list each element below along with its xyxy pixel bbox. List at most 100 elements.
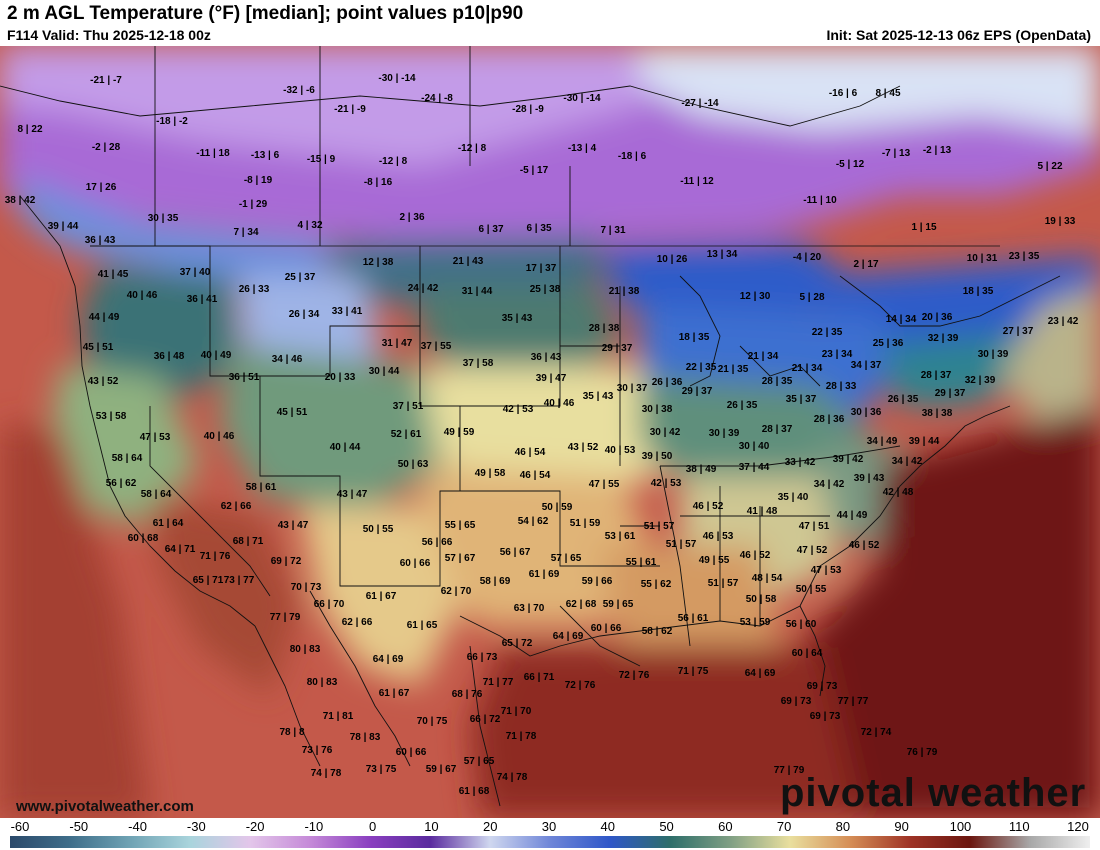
- point-value: 6 | 37: [478, 224, 503, 235]
- point-value: 51 | 59: [570, 518, 601, 529]
- point-value: 5 | 28: [799, 292, 824, 303]
- point-value: 8 | 45: [875, 88, 900, 99]
- point-value: 38 | 42: [5, 195, 36, 206]
- point-value: -30 | -14: [378, 73, 416, 84]
- point-value: 26 | 36: [652, 377, 683, 388]
- point-value: 26 | 35: [727, 400, 758, 411]
- point-value: 30 | 35: [148, 213, 179, 224]
- point-value: 30 | 40: [739, 441, 770, 452]
- point-value: 43 | 47: [278, 520, 309, 531]
- point-value: 78 | 83: [350, 732, 381, 743]
- point-value: 43 | 52: [568, 442, 599, 453]
- point-value: 26 | 34: [289, 309, 320, 320]
- point-value: 2 | 36: [399, 212, 424, 223]
- point-value: 43 | 47: [337, 489, 368, 500]
- point-value: 73 | 76: [302, 745, 333, 756]
- point-value: -8 | 16: [364, 177, 393, 188]
- point-value: 5 | 22: [1037, 161, 1062, 172]
- point-value: 42 | 53: [503, 404, 534, 415]
- point-value: 24 | 42: [408, 283, 439, 294]
- point-value: 43 | 52: [88, 376, 119, 387]
- point-value: 59 | 67: [426, 764, 457, 775]
- point-value: 40 | 46: [204, 431, 235, 442]
- point-value: 12 | 30: [740, 291, 771, 302]
- point-value: 40 | 49: [201, 350, 232, 361]
- point-value: 30 | 37: [617, 383, 648, 394]
- point-value: 37 | 55: [421, 341, 452, 352]
- point-value: 22 | 35: [686, 362, 717, 373]
- point-value: 78 | 8: [279, 727, 304, 738]
- point-value: 70 | 75: [417, 716, 448, 727]
- point-value: 45 | 51: [277, 407, 308, 418]
- point-value: 77 | 77: [838, 696, 869, 707]
- point-value: -4 | 20: [793, 252, 822, 263]
- point-value: 21 | 34: [792, 363, 823, 374]
- point-value: 40 | 46: [127, 290, 158, 301]
- point-value: 51 | 57: [666, 539, 697, 550]
- point-value: -21 | -9: [334, 104, 366, 115]
- point-value: -12 | 8: [458, 143, 487, 154]
- point-value: 58 | 64: [141, 489, 172, 500]
- point-value: 23 | 34: [822, 349, 853, 360]
- point-value: -11 | 18: [196, 148, 230, 159]
- point-value: 38 | 38: [922, 408, 953, 419]
- point-value: 50 | 55: [363, 524, 394, 535]
- point-value: 28 | 37: [921, 370, 952, 381]
- point-value: 26 | 33: [239, 284, 270, 295]
- point-value: 19 | 33: [1045, 216, 1076, 227]
- point-value: 39 | 44: [909, 436, 940, 447]
- point-value: 57 | 65: [464, 756, 495, 767]
- point-value: 41 | 45: [98, 269, 129, 280]
- point-value: -5 | 17: [520, 165, 549, 176]
- point-value: 39 | 44: [48, 221, 79, 232]
- point-value: 64 | 69: [373, 654, 404, 665]
- point-value: 55 | 62: [641, 579, 672, 590]
- map-canvas: -21 | -7 -32 | -6 -30 | -14 -24 | -8 -30 | -…: [0, 46, 1100, 818]
- point-value: 7 | 31: [600, 225, 625, 236]
- point-value: 34 | 42: [814, 479, 845, 490]
- legend-tick: 80: [835, 819, 851, 834]
- point-value: 50 | 58: [746, 594, 777, 605]
- point-value: 32 | 39: [965, 375, 996, 386]
- point-value: 66 | 70: [314, 599, 345, 610]
- point-value: 17 | 37: [526, 263, 557, 274]
- point-value: 40 | 53: [605, 445, 636, 456]
- point-value: -11 | 12: [680, 176, 714, 187]
- pivotal-weather-logo: pivotal weather: [780, 771, 1087, 815]
- map-title: 2 m AGL Temperature (°F) [median]; point…: [7, 3, 524, 24]
- coastlines-borders: [0, 46, 1061, 807]
- point-value: 63 | 70: [514, 603, 545, 614]
- point-value: 58 | 69: [480, 576, 511, 587]
- point-value: 56 | 67: [500, 547, 531, 558]
- temperature-shading: [0, 46, 1100, 818]
- point-value: 56 | 60: [786, 619, 817, 630]
- point-value: 46 | 53: [703, 531, 734, 542]
- site-url[interactable]: www.pivotalweather.com: [16, 798, 194, 815]
- point-value: 60 | 66: [396, 747, 427, 758]
- point-value: 55 | 65: [445, 520, 476, 531]
- point-value: 68 | 71: [233, 536, 264, 547]
- point-value: 64 | 69: [745, 668, 776, 679]
- point-value: 31 | 47: [382, 338, 413, 349]
- point-value: -24 | -8: [421, 93, 453, 104]
- point-value: -5 | 12: [836, 159, 865, 170]
- point-value: 69 | 73: [810, 711, 841, 722]
- point-value: 74 | 78: [497, 772, 528, 783]
- point-value: 45 | 51: [83, 342, 114, 353]
- legend-colorbar: [10, 836, 1090, 848]
- temperature-map[interactable]: -21 | -7 -32 | -6 -30 | -14 -24 | -8 -30 | -…: [0, 46, 1100, 818]
- point-value: -13 | 4: [568, 143, 597, 154]
- point-value: 35 | 43: [502, 313, 533, 324]
- point-value: 36 | 43: [85, 235, 116, 246]
- point-value: 22 | 35: [812, 327, 843, 338]
- point-value: 70 | 73: [291, 582, 322, 593]
- point-value: 30 | 39: [978, 349, 1009, 360]
- point-value: 47 | 53: [811, 565, 842, 576]
- legend-tick: 10: [424, 819, 439, 834]
- point-value: 51 | 57: [644, 521, 675, 532]
- point-value: 37 | 44: [739, 462, 770, 473]
- point-value: 20 | 36: [922, 312, 953, 323]
- point-value: 10 | 31: [967, 253, 998, 264]
- point-value: 77 | 79: [774, 765, 805, 776]
- point-value: 40 | 44: [330, 442, 361, 453]
